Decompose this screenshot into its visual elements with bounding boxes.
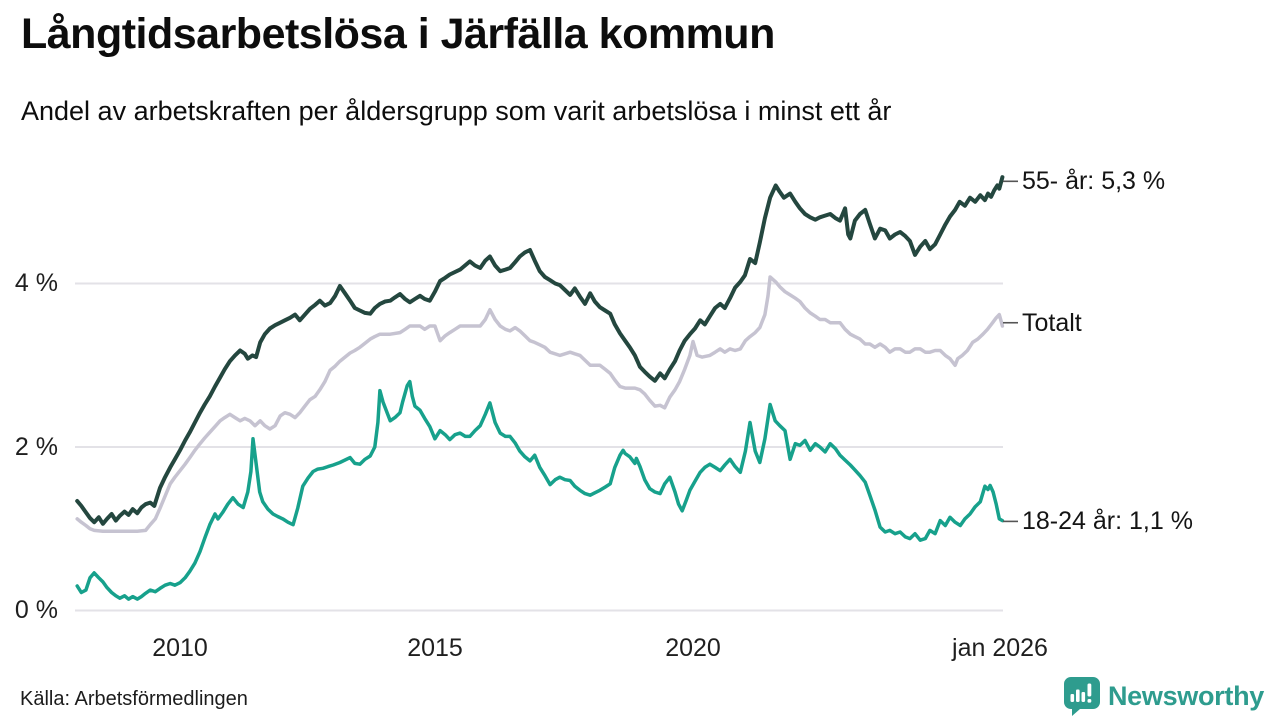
series-label-totalt: Totalt (1022, 309, 1082, 337)
y-axis-label-2: 2 % (14, 433, 58, 461)
y-axis-label-0: 0 % (14, 596, 58, 624)
series-label-55: 55- år: 5,3 % (1022, 167, 1166, 195)
newsworthy-bubble-chart-icon (1062, 676, 1100, 716)
line-series-0 (75, 175, 1005, 526)
line-series-2 (75, 379, 1005, 601)
newsworthy-logo: Newsworthy (1062, 676, 1264, 716)
x-axis-label-2010: 2010 (152, 634, 208, 662)
series-label-18-24: 18-24 år: 1,1 % (1022, 507, 1193, 535)
newsworthy-wordmark: Newsworthy (1107, 680, 1264, 711)
source-note: Källa: Arbetsförmedlingen (20, 688, 248, 710)
x-axis-label-2015: 2015 (407, 634, 463, 662)
page-title: Långtidsarbetslösa i Järfälla kommun (21, 10, 775, 58)
x-axis-label-jan-2026: jan 2026 (952, 634, 1048, 662)
x-axis-label-2020: 2020 (665, 634, 721, 662)
line-series-1 (75, 275, 1005, 533)
y-axis-label-4: 4 % (14, 269, 58, 297)
chart-subtitle: Andel av arbetskraften per åldersgrupp s… (21, 96, 892, 126)
